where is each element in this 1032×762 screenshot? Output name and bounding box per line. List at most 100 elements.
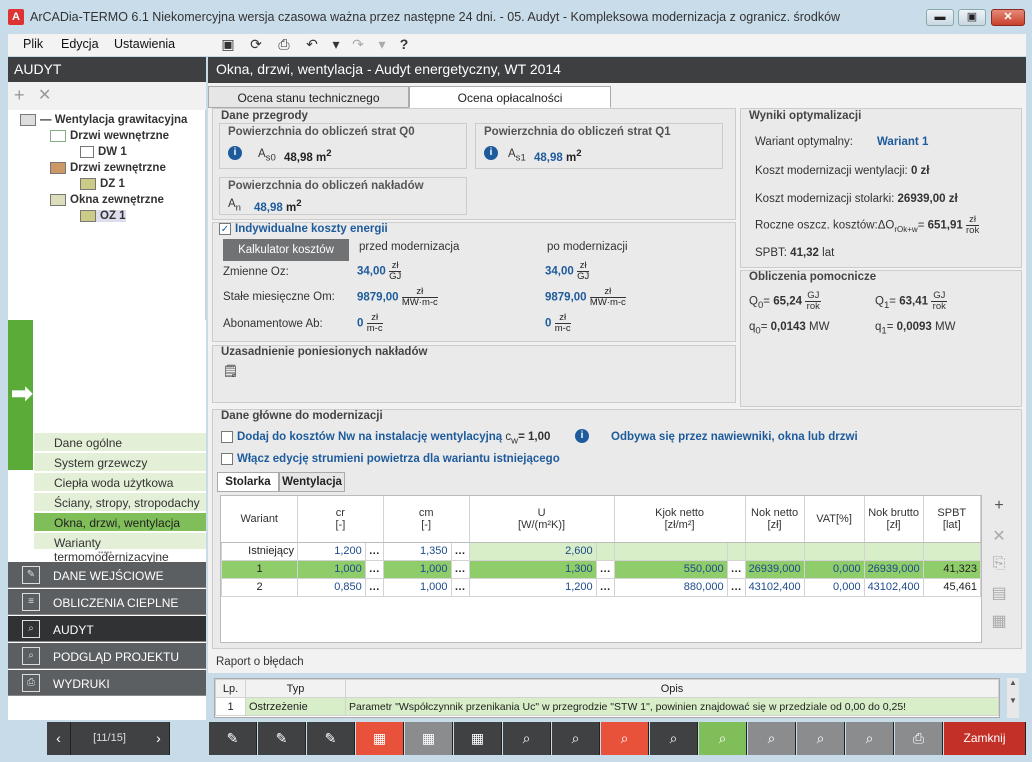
kalkulator-button[interactable]: Kalkulator kosztów bbox=[223, 239, 349, 261]
ellipsis-button[interactable]: … bbox=[726, 577, 746, 597]
table-report-icon[interactable]: ▦ bbox=[356, 722, 404, 755]
table-row[interactable]: Istniejący 1,200… 1,350… 2,600 bbox=[221, 541, 982, 561]
preview-report-icon[interactable]: ⌕ bbox=[699, 722, 747, 755]
preview-report-icon[interactable]: ⌕ bbox=[601, 722, 649, 755]
cost-after-2[interactable]: 0 zł m-c bbox=[545, 312, 571, 334]
refresh-icon[interactable]: ⟳ bbox=[250, 36, 262, 52]
nav-system-grzewczy[interactable]: System grzewczy bbox=[34, 453, 206, 472]
preview-report-icon[interactable]: ⌕ bbox=[650, 722, 698, 755]
cell-kjok[interactable]: 550,000 bbox=[613, 559, 728, 579]
ellipsis-button[interactable]: … bbox=[450, 559, 470, 579]
tree-node-dz1[interactable]: DZ 1 bbox=[80, 178, 125, 190]
ellipsis-button[interactable]: … bbox=[364, 577, 384, 597]
preview-report-icon[interactable]: ⌕ bbox=[552, 722, 600, 755]
info-icon[interactable]: i bbox=[484, 146, 498, 160]
redo-dropdown-icon[interactable]: ▾ bbox=[378, 36, 386, 52]
cost-before-1[interactable]: 9879,00 zł MW·m-c bbox=[357, 286, 438, 308]
nav-dane-ogolne[interactable]: Dane ogólne bbox=[34, 433, 206, 452]
error-row[interactable]: 1 Ostrzeżenie Parametr "Współczynnik prz… bbox=[215, 697, 999, 716]
preview-report-icon[interactable]: ⌕ bbox=[797, 722, 845, 755]
preview-report-icon[interactable]: ⌕ bbox=[846, 722, 894, 755]
cost-after-1[interactable]: 9879,00 zł MW·m-c bbox=[545, 286, 626, 308]
note-icon[interactable]: 🗒 bbox=[223, 364, 239, 378]
koszty-nw-checkbox[interactable] bbox=[221, 431, 233, 443]
cell-kjok[interactable] bbox=[613, 541, 728, 561]
nav-podglad[interactable]: ⌕ PODGLĄD PROJEKTU bbox=[8, 643, 206, 669]
report-icon[interactable]: ✎ bbox=[209, 722, 257, 755]
tab-ocena-stanu[interactable]: Ocena stanu technicznego bbox=[208, 86, 409, 108]
ellipsis-button[interactable]: … bbox=[450, 541, 470, 561]
prev-page-button[interactable]: ‹ bbox=[47, 722, 71, 755]
table-report-icon[interactable]: ▦ bbox=[454, 722, 502, 755]
edycja-checkbox[interactable] bbox=[221, 453, 233, 465]
add-icon[interactable]: + bbox=[14, 85, 25, 105]
cell-cr[interactable]: 0,850 bbox=[297, 577, 366, 597]
preview-report-icon[interactable]: ⌕ bbox=[503, 722, 551, 755]
ellipsis-button[interactable]: … bbox=[364, 559, 384, 579]
table-report-icon[interactable]: ▦ bbox=[405, 722, 453, 755]
close-window-button[interactable]: ✕ bbox=[991, 9, 1025, 26]
printer-icon[interactable]: ⎙ bbox=[895, 722, 943, 755]
tree-node-dw1[interactable]: DW 1 bbox=[80, 146, 127, 158]
menu-ustawienia[interactable]: Ustawienia bbox=[114, 37, 176, 51]
menu-edycja[interactable]: Edycja bbox=[61, 37, 99, 51]
ellipsis-button[interactable]: … bbox=[726, 559, 746, 579]
tree-node-okna[interactable]: Okna zewnętrzne bbox=[50, 194, 164, 206]
tab-ocena-oplacalnosci[interactable]: Ocena opłacalności bbox=[409, 86, 611, 108]
menu-plik[interactable]: Plik bbox=[23, 37, 44, 51]
subtab-stolarka[interactable]: Stolarka bbox=[217, 472, 279, 492]
tree-node-wentylacja[interactable]: — Wentylacja grawitacyjna bbox=[20, 114, 187, 126]
cell-vat[interactable] bbox=[803, 541, 865, 561]
panel-grip[interactable]: ••••• bbox=[98, 548, 113, 557]
expand-panel-button[interactable]: ➡ bbox=[8, 320, 33, 470]
ellipsis-button[interactable]: … bbox=[595, 559, 615, 579]
cost-after-0[interactable]: 34,00 zł GJ bbox=[545, 260, 590, 282]
copy-icon[interactable]: ⎘ bbox=[992, 555, 1006, 572]
add-row-icon[interactable]: + bbox=[994, 497, 1004, 514]
help-icon[interactable]: ? bbox=[399, 36, 409, 52]
nav-cwu[interactable]: Ciepła woda użytkowa bbox=[34, 473, 206, 492]
cost-before-0[interactable]: 34,00 zł GJ bbox=[357, 260, 402, 282]
cell-vat[interactable]: 0,000 bbox=[803, 577, 865, 597]
ellipsis-button[interactable]: … bbox=[595, 577, 615, 597]
preview-icon[interactable]: ⎙ bbox=[278, 36, 290, 52]
nav-obliczenia[interactable]: ≡ OBLICZENIA CIEPLNE bbox=[8, 589, 206, 615]
calculator-icon[interactable]: ▦ bbox=[991, 613, 1007, 630]
tree-node-drzwi-zew[interactable]: Drzwi zewnętrzne bbox=[50, 162, 166, 174]
cost-before-2[interactable]: 0 zł m-c bbox=[357, 312, 383, 334]
cell-u[interactable]: 1,200 bbox=[468, 577, 597, 597]
info-icon[interactable]: i bbox=[228, 146, 242, 160]
info-icon[interactable]: i bbox=[575, 429, 589, 443]
table-row[interactable]: 2 0,850… 1,000… 1,200… 880,000… 43102,40… bbox=[221, 577, 982, 597]
cell-cm[interactable]: 1,000 bbox=[382, 559, 452, 579]
cell-cm[interactable]: 1,000 bbox=[382, 577, 452, 597]
cell-u[interactable]: 2,600 bbox=[468, 541, 597, 561]
ellipsis-button[interactable]: … bbox=[364, 541, 384, 561]
cell-cm[interactable]: 1,350 bbox=[382, 541, 452, 561]
undo-dropdown-icon[interactable]: ▾ bbox=[332, 36, 340, 52]
ellipsis-button[interactable]: … bbox=[450, 577, 470, 597]
cell-kjok[interactable]: 880,000 bbox=[613, 577, 728, 597]
indiv-checkbox[interactable]: ✓ bbox=[219, 223, 231, 235]
redo-icon[interactable]: ↷ bbox=[352, 36, 364, 52]
paste-icon[interactable]: ▤ bbox=[991, 585, 1007, 602]
cell-u[interactable]: 1,300 bbox=[468, 559, 597, 579]
nav-sciany[interactable]: Ściany, stropy, stropodachy bbox=[34, 493, 206, 512]
nav-warianty[interactable]: Warianty termomodernizacyjne bbox=[34, 533, 206, 564]
nav-dane-wejsciowe[interactable]: ✎ DANE WEJŚCIOWE bbox=[8, 562, 206, 588]
nav-audyt[interactable]: ⌕ AUDYT bbox=[8, 616, 206, 642]
cell-vat[interactable]: 0,000 bbox=[803, 559, 865, 579]
subtab-wentylacja[interactable]: Wentylacja bbox=[279, 472, 345, 492]
tree-node-drzwi-wew[interactable]: Drzwi wewnętrzne bbox=[50, 130, 169, 142]
report-icon[interactable]: ✎ bbox=[307, 722, 355, 755]
save-icon[interactable]: ▣ bbox=[221, 36, 235, 52]
nav-wydruki[interactable]: ⎙ WYDRUKI bbox=[8, 670, 206, 696]
table-row[interactable]: 1 1,000… 1,000… 1,300… 550,000… 26939,00… bbox=[221, 559, 982, 579]
report-icon[interactable]: ✎ bbox=[258, 722, 306, 755]
minimize-button[interactable]: ▬ bbox=[926, 9, 954, 26]
tree-node-oz1[interactable]: OZ 1 bbox=[80, 210, 126, 223]
preview-report-icon[interactable]: ⌕ bbox=[748, 722, 796, 755]
undo-icon[interactable]: ↶ bbox=[306, 36, 318, 52]
nav-okna-drzwi[interactable]: Okna, drzwi, wentylacja bbox=[34, 513, 206, 532]
next-page-button[interactable]: › bbox=[148, 722, 170, 755]
